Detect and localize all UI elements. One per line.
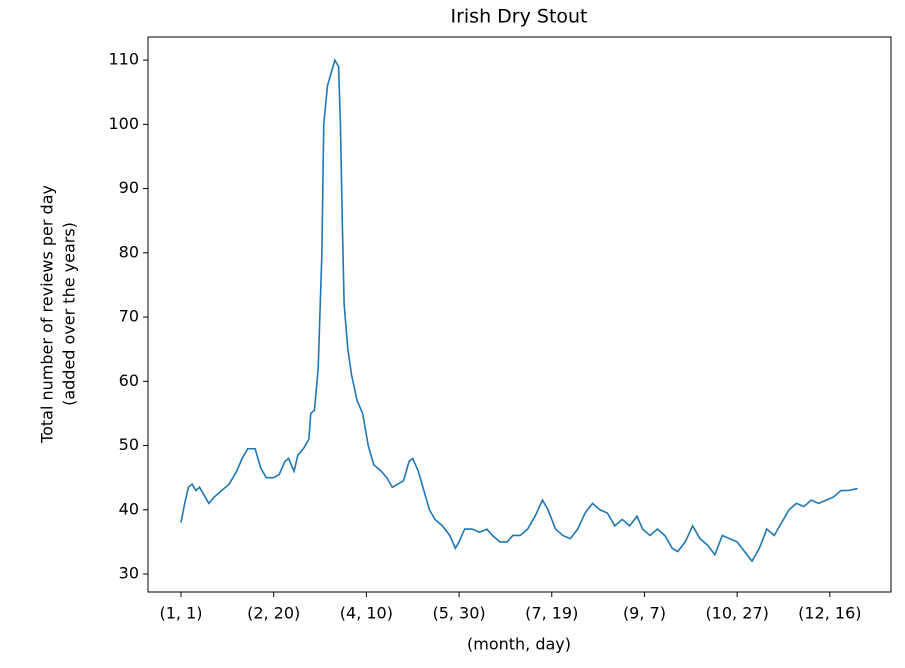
x-tick-label: (9, 7) [623,604,666,623]
x-tick-label: (1, 1) [159,604,202,623]
x-tick-label: (5, 30) [432,604,485,623]
y-axis-label: Total number of reviews per day [38,185,57,444]
x-tick-label: (2, 20) [247,604,300,623]
y-axis-label: (added over the years) [60,222,79,406]
y-tick-label: 40 [119,499,139,518]
chart-title: Irish Dry Stout [450,6,587,28]
x-tick-label: (12, 16) [798,604,861,623]
x-tick-label: (7, 19) [525,604,578,623]
y-tick-label: 100 [108,114,139,133]
y-tick-label: 70 [119,307,139,326]
plot-frame [147,36,892,593]
line-series [180,58,858,563]
y-tick-label: 90 [119,178,139,197]
x-tick-label: (4, 10) [340,604,393,623]
x-tick-label: (10, 27) [705,604,768,623]
x-axis-label: (month, day) [467,635,571,654]
y-tick-label: 30 [119,564,139,583]
y-tick-label: 50 [119,435,139,454]
y-tick-label: 80 [119,242,139,261]
y-tick-label: 60 [119,371,139,390]
y-tick-label: 110 [108,50,139,69]
